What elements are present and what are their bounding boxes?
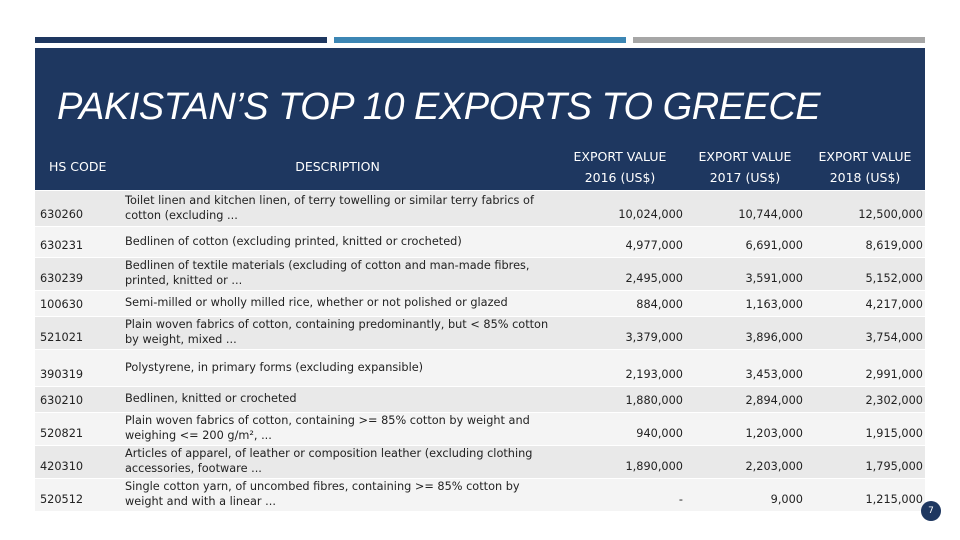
description: Single cotton yarn, of uncombed fibres, … [120, 478, 555, 511]
table-body: 630260 Toilet linen and kitchen linen, of… [35, 190, 925, 511]
table-row: 520821 Plain woven fabrics of cotton, con… [35, 412, 925, 446]
column-header: EXPORT VALUE 2018 (US$) [805, 143, 925, 191]
column-header: EXPORT VALUE 2016 (US$) [555, 143, 685, 191]
hs-code: 520821 [35, 412, 120, 446]
description: Articles of apparel, of leather or compo… [120, 445, 555, 479]
export-value: 1,890,000 [555, 445, 685, 479]
description: Polystyrene, in primary forms (excluding… [120, 349, 555, 387]
accent-bar [334, 37, 626, 43]
export-value: 5,152,000 [805, 257, 925, 291]
hs-code: 521021 [35, 316, 120, 350]
hs-code: 630260 [35, 190, 120, 227]
export-value: 9,000 [685, 478, 805, 511]
export-value: 884,000 [555, 290, 685, 317]
accent-bar [35, 37, 327, 43]
description: Plain woven fabrics of cotton, containin… [120, 412, 555, 446]
export-value: 8,619,000 [805, 226, 925, 258]
table-header: HS CODE DESCRIPTION EXPORT VALUE 2016 (US$… [35, 143, 925, 191]
export-value: 3,453,000 [685, 349, 805, 387]
hs-code: 520512 [35, 478, 120, 511]
description: Semi-milled or wholly milled rice, wheth… [120, 290, 555, 317]
export-value: 2,495,000 [555, 257, 685, 291]
export-value: 2,894,000 [685, 386, 805, 413]
table-row: 630231 Bedlinen of cotton (excluding prin… [35, 226, 925, 258]
description: Bedlinen of textile materials (excluding… [120, 257, 555, 291]
accent-bar [633, 37, 925, 43]
title-box: PAKISTAN’S TOP 10 EXPORTS TO GREECE [35, 48, 925, 144]
export-value: 2,203,000 [685, 445, 805, 479]
description: Plain woven fabrics of cotton, containin… [120, 316, 555, 350]
export-value: 4,977,000 [555, 226, 685, 258]
export-value: 1,163,000 [685, 290, 805, 317]
export-value: 1,203,000 [685, 412, 805, 446]
hs-code: 630210 [35, 386, 120, 413]
table-row: 520512 Single cotton yarn, of uncombed fi… [35, 478, 925, 511]
export-value: 3,591,000 [685, 257, 805, 291]
description: Bedlinen of cotton (excluding printed, k… [120, 226, 555, 258]
table-row: 390319 Polystyrene, in primary forms (exc… [35, 349, 925, 387]
export-value: 12,500,000 [805, 190, 925, 227]
export-value: 3,379,000 [555, 316, 685, 350]
header-row: HS CODE DESCRIPTION EXPORT VALUE 2016 (US$… [35, 143, 925, 191]
export-value: - [555, 478, 685, 511]
export-value: 3,754,000 [805, 316, 925, 350]
export-value: 10,744,000 [685, 190, 805, 227]
export-value: 6,691,000 [685, 226, 805, 258]
table-row: 521021 Plain woven fabrics of cotton, con… [35, 316, 925, 350]
table-row: 100630 Semi-milled or wholly milled rice,… [35, 290, 925, 317]
export-value: 1,215,000 [805, 478, 925, 511]
hs-code: 100630 [35, 290, 120, 317]
table-row: 630239 Bedlinen of textile materials (exc… [35, 257, 925, 291]
export-value: 3,896,000 [685, 316, 805, 350]
export-value: 1,880,000 [555, 386, 685, 413]
column-header: HS CODE [35, 143, 120, 191]
export-value: 1,795,000 [805, 445, 925, 479]
export-value: 940,000 [555, 412, 685, 446]
export-value: 4,217,000 [805, 290, 925, 317]
column-header: DESCRIPTION [120, 143, 555, 191]
slide-title: PAKISTAN’S TOP 10 EXPORTS TO GREECE [57, 86, 821, 128]
export-value: 10,024,000 [555, 190, 685, 227]
table-row: 420310 Articles of apparel, of leather or… [35, 445, 925, 479]
export-value: 2,991,000 [805, 349, 925, 387]
hs-code: 630239 [35, 257, 120, 291]
table-row: 630210 Bedlinen, knitted or crocheted 1,88… [35, 386, 925, 413]
hs-code: 390319 [35, 349, 120, 387]
hs-code: 420310 [35, 445, 120, 479]
table-row: 630260 Toilet linen and kitchen linen, of… [35, 190, 925, 227]
export-value: 1,915,000 [805, 412, 925, 446]
export-value: 2,302,000 [805, 386, 925, 413]
description: Bedlinen, knitted or crocheted [120, 386, 555, 413]
column-header: EXPORT VALUE 2017 (US$) [685, 143, 805, 191]
description: Toilet linen and kitchen linen, of terry… [120, 190, 555, 227]
export-value: 2,193,000 [555, 349, 685, 387]
page-number: 7 [921, 501, 941, 521]
exports-table: HS CODE DESCRIPTION EXPORT VALUE 2016 (US$… [35, 143, 925, 511]
hs-code: 630231 [35, 226, 120, 258]
